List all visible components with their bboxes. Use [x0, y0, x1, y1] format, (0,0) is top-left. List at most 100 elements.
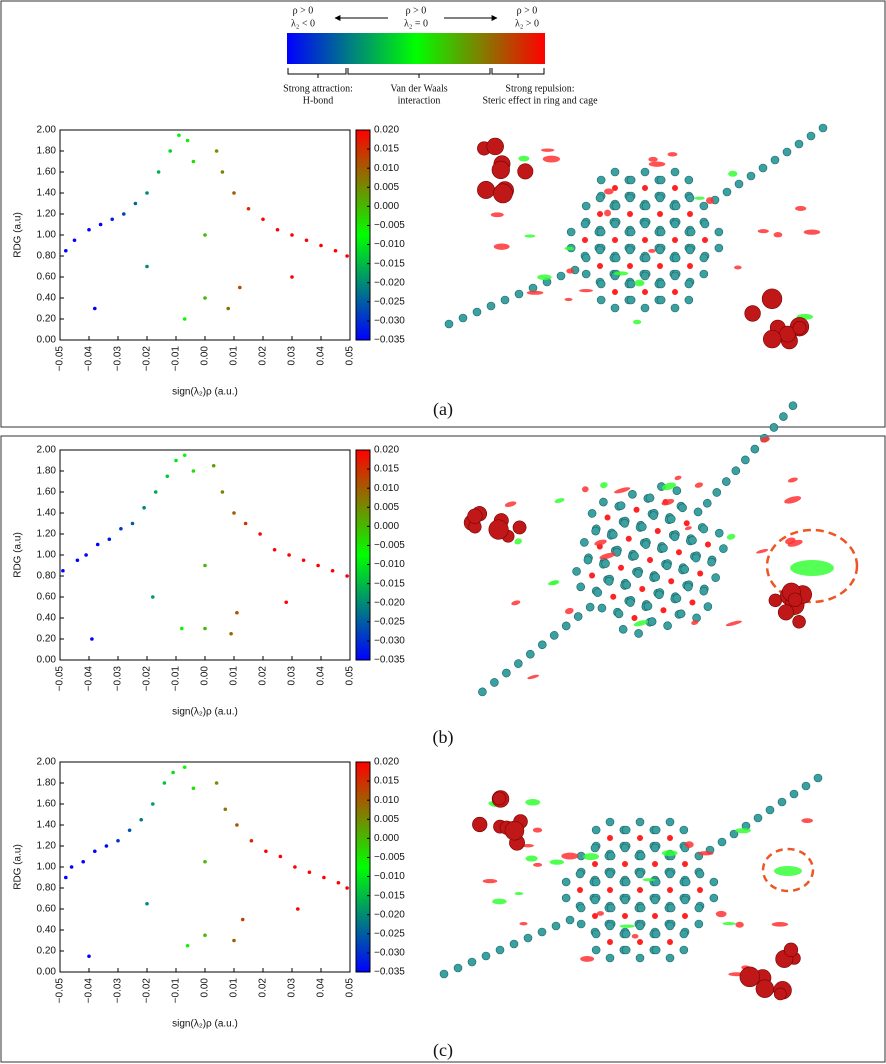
region-label: Strong repulsion:: [505, 83, 574, 94]
nci-blob: [566, 268, 575, 274]
x-tick-label: −0.02: [142, 666, 153, 692]
point: [203, 233, 207, 237]
nci-blob: [599, 552, 616, 560]
colorbar-tick-label: −0.010: [374, 559, 405, 570]
atom: [709, 877, 719, 887]
atom: [620, 895, 630, 905]
point: [304, 238, 309, 243]
atom: [665, 869, 675, 879]
nci-blob: [596, 911, 604, 916]
atom: [693, 507, 703, 517]
atom: [601, 559, 610, 568]
y-tick-label: 0.60: [37, 904, 57, 915]
point: [261, 217, 265, 222]
atom: [572, 567, 581, 576]
point: [72, 238, 77, 243]
nci-blob: [667, 835, 673, 841]
nci-blob: [581, 486, 589, 493]
y-tick-label: 0.40: [37, 293, 57, 304]
atom: [651, 572, 661, 582]
nci-blob: [657, 263, 663, 269]
atom: [500, 295, 510, 305]
point: [98, 222, 103, 227]
atom: [585, 602, 595, 612]
atom: [671, 201, 681, 211]
atom: [699, 586, 709, 596]
atom: [691, 553, 701, 563]
x-tick-label: 0.02: [258, 666, 269, 686]
atom: [680, 565, 690, 574]
atom: [593, 588, 603, 597]
colorbar-tick-label: −0.010: [374, 239, 405, 250]
atom: [622, 580, 632, 590]
point: [87, 954, 91, 959]
oxygen: [744, 305, 761, 322]
colorbar: [355, 761, 371, 973]
atom: [641, 201, 651, 211]
y-tick-label: 0.40: [37, 925, 57, 936]
atom: [478, 687, 487, 697]
atom: [647, 617, 657, 626]
point: [93, 849, 97, 854]
nci-blob: [760, 436, 770, 443]
atom: [656, 175, 666, 185]
nci-blob: [607, 835, 613, 841]
nci-blob: [648, 156, 658, 162]
point: [220, 490, 225, 494]
nci-blob: [682, 913, 688, 919]
atom: [714, 528, 724, 538]
atom: [758, 163, 768, 173]
nci-blob: [672, 289, 678, 295]
point: [345, 886, 349, 890]
nci-blob: [618, 564, 625, 571]
x-tick-label: −0.01: [171, 666, 182, 692]
atom: [514, 659, 523, 668]
atom: [670, 532, 680, 542]
point: [272, 547, 277, 552]
atom: [620, 843, 630, 853]
nci-blob: [784, 496, 802, 504]
atom: [556, 271, 566, 281]
panel-frame: [0, 435, 886, 1063]
atom: [486, 301, 496, 311]
atom: [549, 631, 559, 640]
point: [290, 233, 294, 237]
point: [168, 149, 172, 153]
x-tick-label: 0.05: [345, 666, 356, 686]
colorbar-tick-label: −0.010: [374, 871, 405, 882]
nci-blob: [787, 477, 798, 483]
atom: [700, 219, 710, 229]
y-tick-label: 0.80: [37, 883, 57, 894]
nci-blob: [537, 274, 552, 281]
nci-blob: [522, 843, 534, 848]
nci-blob: [519, 922, 528, 926]
colorbar-tick-label: −0.015: [374, 578, 405, 589]
atom: [699, 269, 709, 279]
nci-blob: [795, 205, 807, 211]
point: [87, 227, 91, 232]
nci-blob: [583, 853, 600, 861]
nci-blob: [735, 921, 744, 928]
nci-blob: [715, 910, 727, 918]
colorbar-tick-label: −0.025: [374, 616, 405, 627]
x-tick-label: 0.01: [229, 346, 240, 366]
atom: [806, 131, 816, 141]
y-tick-label: 2.00: [37, 757, 57, 768]
atom: [523, 933, 533, 943]
atom: [636, 903, 646, 913]
atom: [641, 253, 651, 263]
point: [177, 133, 181, 138]
point: [130, 521, 135, 526]
nci-blob: [667, 887, 673, 893]
point: [232, 191, 236, 195]
region-label: Steric effect in ring and cage: [482, 95, 598, 106]
oxygen: [792, 615, 806, 629]
nci-blob: [648, 161, 666, 167]
atom: [683, 582, 693, 592]
point: [185, 138, 190, 143]
atom: [655, 590, 664, 600]
x-tick-label: −0.03: [113, 346, 124, 372]
atom: [672, 594, 682, 603]
point: [214, 149, 219, 153]
region-label: Strong attraction:: [283, 83, 353, 94]
